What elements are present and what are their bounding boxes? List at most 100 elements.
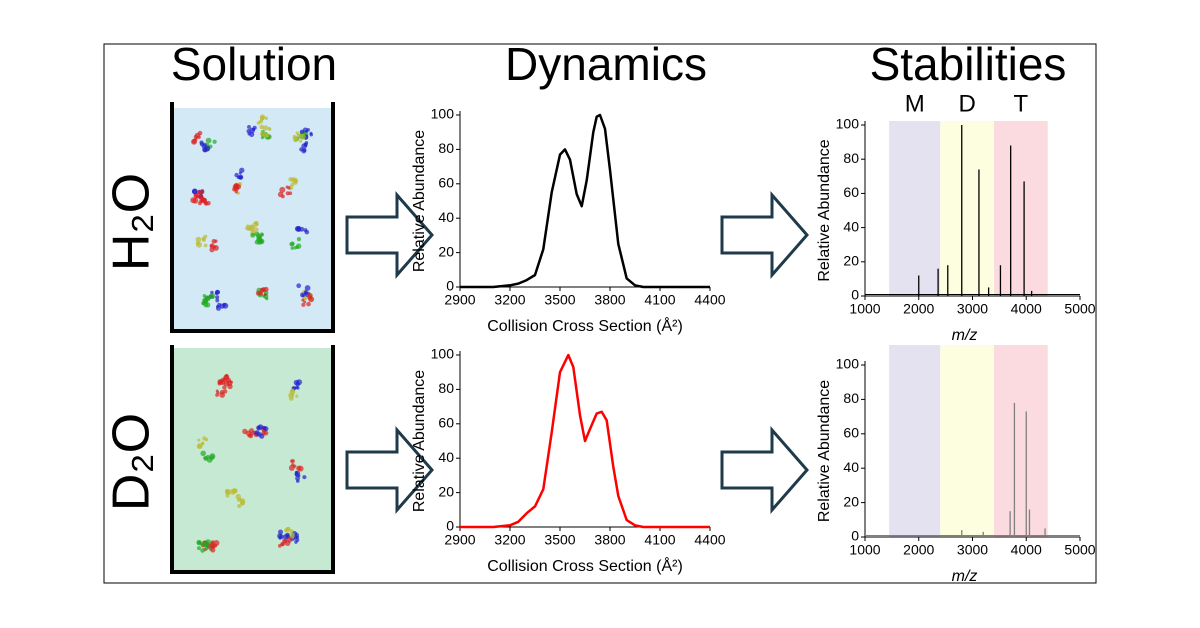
protein-blob xyxy=(204,547,209,551)
protein-blob xyxy=(304,143,308,147)
protein-blob xyxy=(301,298,305,302)
protein-blob xyxy=(249,224,255,230)
protein-blob xyxy=(202,436,207,441)
protein-blob xyxy=(246,227,251,231)
x-tick-label: 1000 xyxy=(849,542,880,558)
y-tick-label: 40 xyxy=(438,209,454,225)
x-tick-label: 5000 xyxy=(1064,301,1095,317)
protein-blob xyxy=(219,392,226,398)
region-label: M xyxy=(905,90,925,117)
protein-blob xyxy=(267,126,271,130)
protein-blob xyxy=(212,139,217,144)
y-tick-label: 100 xyxy=(431,106,455,122)
protein-blob xyxy=(288,392,295,399)
protein-blob xyxy=(202,148,208,153)
heading: Dynamics xyxy=(505,38,707,90)
protein-blob xyxy=(296,133,301,138)
protein-blob xyxy=(196,189,202,195)
heading: Stabilities xyxy=(870,38,1067,90)
protein-blob xyxy=(203,142,207,147)
x-tick-label: 3500 xyxy=(544,532,575,548)
protein-blob xyxy=(237,174,244,180)
protein-blob xyxy=(234,172,239,178)
x-tick-label: 4400 xyxy=(694,532,725,548)
protein-blob xyxy=(215,298,220,303)
protein-blob xyxy=(196,241,203,248)
arrows xyxy=(345,191,809,514)
protein-blob xyxy=(205,137,212,144)
x-axis-label: Collision Cross Section (Å²) xyxy=(487,556,683,575)
y-tick-label: 40 xyxy=(843,218,859,234)
protein-blob xyxy=(265,133,270,138)
x-tick-label: 3800 xyxy=(594,292,625,308)
protein-blob xyxy=(234,190,238,194)
line xyxy=(460,353,710,529)
protein-blob xyxy=(285,191,290,196)
protein-blob xyxy=(237,503,242,509)
protein-blob xyxy=(223,389,228,394)
protein-blob xyxy=(232,488,238,494)
y-tick-label: 100 xyxy=(836,356,860,372)
y-tick-label: 80 xyxy=(843,390,859,406)
protein-blob xyxy=(214,239,218,243)
protein-blob xyxy=(190,197,197,204)
protein-blob xyxy=(291,459,295,463)
protein-blob xyxy=(201,236,206,241)
protein-blob xyxy=(200,548,205,553)
region xyxy=(940,121,994,296)
protein-blob xyxy=(288,177,293,182)
protein-blob xyxy=(293,245,297,250)
protein-blob xyxy=(250,232,256,238)
protein-blob xyxy=(303,228,308,233)
x-tick-label: 3500 xyxy=(544,292,575,308)
protein-blob xyxy=(253,221,258,225)
protein-blob xyxy=(308,296,315,303)
arrow xyxy=(345,191,434,279)
protein-blob xyxy=(215,289,221,295)
protein-blob xyxy=(199,196,205,202)
x-tick-label: 2900 xyxy=(444,532,475,548)
protein-blob xyxy=(286,526,290,531)
x-tick-label: 4100 xyxy=(644,532,675,548)
protein-blob xyxy=(196,540,201,545)
region xyxy=(994,121,1048,296)
protein-blob xyxy=(210,547,216,553)
arrow xyxy=(720,191,809,279)
x-axis-label: Collision Cross Section (Å²) xyxy=(487,316,683,335)
protein-blob xyxy=(262,125,269,131)
protein-blob xyxy=(222,385,227,390)
y-tick-label: 0 xyxy=(446,518,454,534)
protein-blob xyxy=(202,297,208,303)
protein-blob xyxy=(284,528,288,533)
protein-blob xyxy=(304,285,311,291)
protein-blob xyxy=(290,389,295,394)
x-tick-label: 3000 xyxy=(957,301,988,317)
y-tick-label: 40 xyxy=(843,459,859,475)
protein-blob xyxy=(296,465,302,471)
protein-blob xyxy=(210,541,215,546)
heading: Solution xyxy=(171,38,337,90)
protein-blob xyxy=(240,500,246,506)
protein-blob xyxy=(259,114,266,120)
x-tick-label: 4000 xyxy=(1011,542,1042,558)
protein-blob xyxy=(197,546,202,551)
y-tick-label: 20 xyxy=(843,253,859,269)
protein-blob xyxy=(299,147,304,152)
protein-blob xyxy=(301,302,306,307)
y-tick-label: 20 xyxy=(438,483,454,499)
protein-blob xyxy=(260,136,264,140)
protein-blob xyxy=(225,493,230,498)
y-tick-label: 60 xyxy=(843,184,859,200)
protein-blob xyxy=(203,456,209,461)
protein-blob xyxy=(280,542,285,547)
protein-blob xyxy=(203,201,209,206)
protein-blob xyxy=(209,247,215,253)
protein-blob xyxy=(306,301,311,307)
protein-blob xyxy=(245,430,252,436)
protein-blob xyxy=(200,450,206,457)
arrow xyxy=(345,426,434,514)
y-tick-label: 100 xyxy=(836,116,860,132)
region xyxy=(940,345,994,537)
solvent-label: H₂O xyxy=(103,173,161,271)
